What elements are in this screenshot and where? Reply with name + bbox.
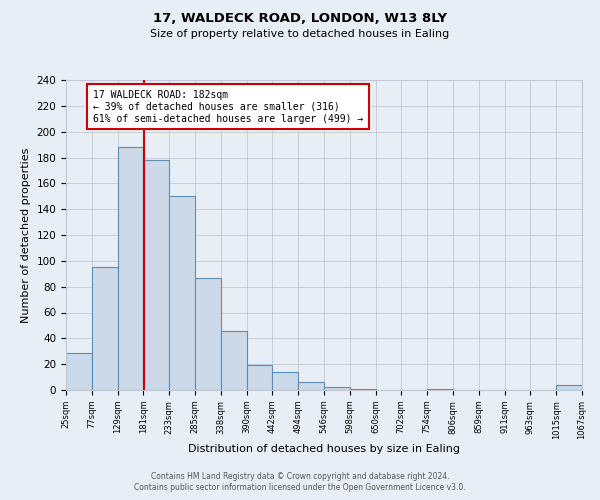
- Bar: [324, 388, 350, 390]
- Bar: [298, 382, 324, 390]
- Bar: [118, 147, 143, 390]
- Bar: [143, 160, 169, 390]
- X-axis label: Distribution of detached houses by size in Ealing: Distribution of detached houses by size …: [188, 444, 460, 454]
- Bar: [66, 352, 92, 390]
- Bar: [556, 385, 582, 390]
- Bar: [221, 330, 247, 390]
- Bar: [350, 388, 376, 390]
- Text: Contains HM Land Registry data © Crown copyright and database right 2024.: Contains HM Land Registry data © Crown c…: [151, 472, 449, 481]
- Text: Contains public sector information licensed under the Open Government Licence v3: Contains public sector information licen…: [134, 484, 466, 492]
- Y-axis label: Number of detached properties: Number of detached properties: [21, 148, 31, 322]
- Bar: [92, 268, 118, 390]
- Text: 17 WALDECK ROAD: 182sqm
← 39% of detached houses are smaller (316)
61% of semi-d: 17 WALDECK ROAD: 182sqm ← 39% of detache…: [93, 90, 364, 124]
- Text: 17, WALDECK ROAD, LONDON, W13 8LY: 17, WALDECK ROAD, LONDON, W13 8LY: [153, 12, 447, 26]
- Text: Size of property relative to detached houses in Ealing: Size of property relative to detached ho…: [151, 29, 449, 39]
- Bar: [195, 278, 221, 390]
- Bar: [247, 366, 272, 390]
- Bar: [427, 388, 453, 390]
- Bar: [272, 372, 298, 390]
- Bar: [169, 196, 195, 390]
